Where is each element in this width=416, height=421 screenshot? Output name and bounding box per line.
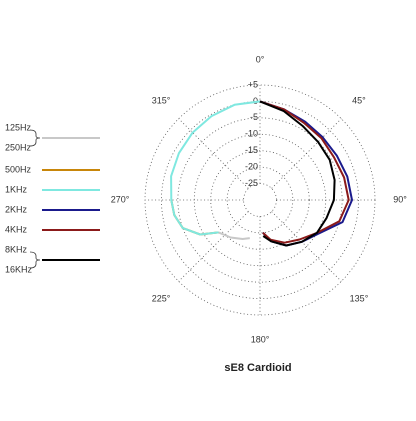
legend-label: 16KHz xyxy=(5,264,33,274)
r-tick-label: +5 xyxy=(248,79,258,89)
series-line xyxy=(259,100,336,247)
legend-label: 250Hz xyxy=(5,142,32,152)
r-tick-label: -5 xyxy=(250,112,258,122)
ring xyxy=(193,133,327,267)
angle-label: 135° xyxy=(350,293,369,303)
legend-brace xyxy=(29,251,41,269)
angle-label: 0° xyxy=(256,54,265,64)
legend-label: 1KHz xyxy=(5,184,28,194)
series-line xyxy=(218,231,250,240)
ring xyxy=(210,150,310,250)
spoke xyxy=(178,211,249,282)
angle-label: 45° xyxy=(352,95,366,105)
r-tick-label: -25 xyxy=(245,178,258,188)
series-line xyxy=(170,100,261,236)
angle-label: 225° xyxy=(152,293,171,303)
legend-label: 500Hz xyxy=(5,164,32,174)
ring xyxy=(161,101,359,299)
spoke xyxy=(178,118,249,189)
ring xyxy=(226,166,294,234)
legend-label: 125Hz xyxy=(5,122,32,132)
legend-label: 4KHz xyxy=(5,224,28,234)
ring xyxy=(243,183,277,217)
angle-label: 180° xyxy=(251,334,270,344)
r-tick-label: 0 xyxy=(253,96,258,106)
legend-label: 8KHz xyxy=(5,244,28,254)
spoke xyxy=(271,211,342,282)
r-tick-label: -10 xyxy=(245,129,258,139)
series-line xyxy=(259,100,350,244)
r-tick-label: -20 xyxy=(245,162,258,172)
angle-label: 315° xyxy=(152,95,171,105)
spoke xyxy=(271,118,342,189)
r-tick-label: -15 xyxy=(245,145,258,155)
legend-label: 2KHz xyxy=(5,204,28,214)
ring xyxy=(144,84,376,316)
ring xyxy=(177,117,343,283)
series-line xyxy=(259,100,353,247)
angle-label: 90° xyxy=(393,194,407,204)
legend-brace xyxy=(29,129,41,147)
chart-title: sE8 Cardioid xyxy=(224,362,291,374)
angle-label: 270° xyxy=(111,194,130,204)
